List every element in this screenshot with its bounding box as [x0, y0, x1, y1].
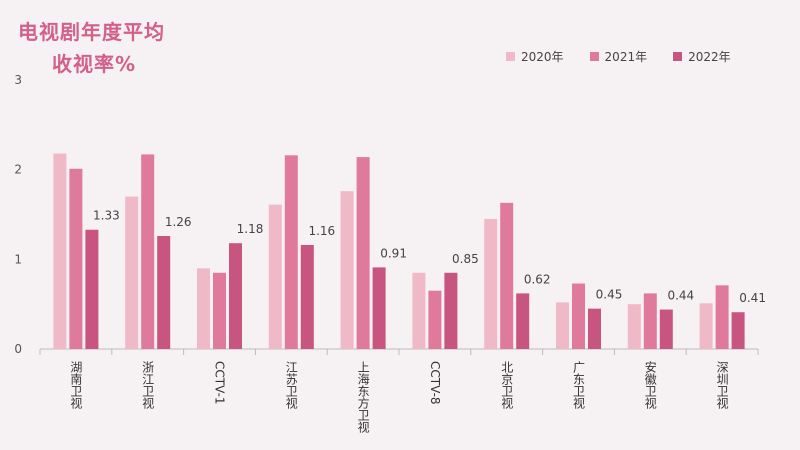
bar — [643, 293, 657, 349]
category-label: 广东卫视 — [572, 361, 586, 409]
data-label: 0.91 — [380, 246, 407, 260]
category-label: 深圳卫视 — [715, 361, 729, 409]
y-tick-label: 1 — [14, 252, 22, 266]
data-label: 0.41 — [739, 291, 766, 305]
bar — [284, 155, 298, 349]
legend-item-2020: 2020年 — [506, 48, 564, 65]
bar — [300, 244, 314, 349]
bar — [731, 312, 745, 349]
bar — [340, 191, 354, 349]
bar — [572, 283, 585, 349]
legend-swatch-2020 — [506, 52, 515, 61]
bar — [53, 153, 67, 349]
bar — [213, 272, 226, 349]
category-label: CCTV-1 — [213, 361, 227, 405]
bar — [125, 196, 139, 349]
bar — [428, 290, 442, 349]
bar — [556, 302, 569, 349]
chart-title-line1: 电视剧年度平均 — [18, 20, 165, 44]
bar — [659, 309, 673, 349]
bar — [197, 268, 210, 349]
data-label: 0.62 — [524, 272, 551, 286]
legend-label-2020: 2020年 — [521, 50, 564, 64]
y-tick-label: 0 — [14, 342, 22, 356]
y-tick-label: 2 — [14, 163, 22, 177]
category-label: CCTV-8 — [428, 361, 442, 405]
data-label: 1.26 — [165, 215, 192, 229]
data-label: 1.18 — [237, 222, 264, 236]
bar — [141, 154, 155, 349]
legend-label-2021: 2021年 — [604, 50, 648, 64]
data-label: 1.16 — [308, 224, 335, 238]
data-label: 0.85 — [452, 252, 479, 266]
bar — [715, 285, 729, 349]
bar — [588, 308, 601, 349]
legend-label-2022: 2022年 — [688, 50, 731, 64]
bar — [484, 218, 498, 349]
category-label: 北京卫视 — [500, 361, 514, 409]
bar — [372, 267, 386, 349]
bar — [85, 229, 99, 349]
data-label: 1.33 — [93, 209, 120, 223]
legend-item-2021: 2021年 — [589, 48, 648, 65]
legend-swatch-2021 — [589, 52, 599, 61]
bar — [699, 303, 713, 349]
data-label: 0.45 — [596, 288, 623, 302]
bar — [412, 272, 426, 349]
bar — [516, 293, 530, 349]
bar — [69, 168, 83, 349]
category-label: 湖南卫视 — [69, 360, 83, 409]
chart-title-line2: 收视率% — [52, 52, 137, 76]
category-label: 浙江卫视 — [141, 361, 155, 409]
legend-item-2022: 2022年 — [673, 48, 731, 65]
category-label: 上海东方卫视 — [356, 361, 370, 433]
y-tick-label: 3 — [14, 73, 22, 87]
bar — [157, 236, 171, 349]
bar — [500, 202, 514, 349]
bar — [229, 243, 242, 349]
data-label: 0.44 — [667, 289, 694, 303]
bar — [268, 204, 282, 349]
legend-swatch-2022 — [673, 52, 683, 61]
category-label: 安徽卫视 — [643, 360, 657, 409]
category-label: 江苏卫视 — [284, 361, 298, 409]
bar — [627, 304, 641, 349]
bar — [356, 157, 370, 349]
bar — [444, 272, 458, 349]
legend: 2020年 2021年 2022年 — [506, 48, 731, 65]
